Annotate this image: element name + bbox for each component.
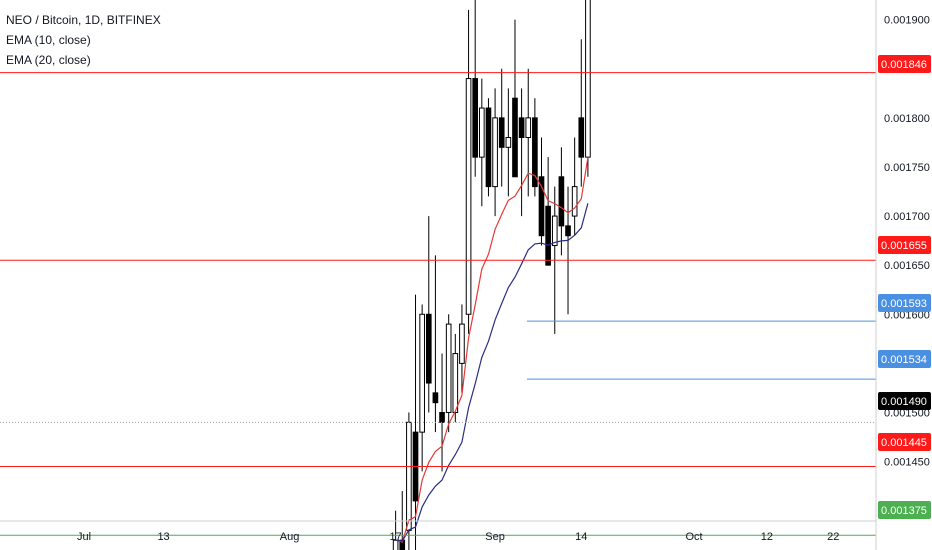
time-tick-0: Jul <box>77 531 91 543</box>
time-tick-8: 22 <box>827 531 839 543</box>
time-tick-1: 13 <box>157 531 169 543</box>
price-tick-2: 0.001500 <box>884 408 930 420</box>
candle-body <box>492 117 498 188</box>
last-price-label-bg <box>878 392 931 410</box>
support-1-label: 0.001593 <box>881 298 927 310</box>
time-tick-5: 14 <box>575 531 587 543</box>
candle-body <box>551 215 558 247</box>
price-tick-4: 0.001600 <box>884 309 930 321</box>
time-tick-labels: Jul 13 Aug 17 Sep 14 Oct 12 22 <box>77 531 839 543</box>
ema-lines <box>395 157 589 543</box>
horizontal-levels <box>0 72 876 536</box>
candle-body <box>452 353 459 414</box>
candle-body <box>419 313 425 433</box>
candle-body <box>585 0 591 158</box>
candle-body <box>439 412 445 423</box>
support-1-label-bg <box>878 294 931 312</box>
price-tick-1: 0.001450 <box>884 457 930 469</box>
time-tick-3: 17 <box>390 531 402 543</box>
candle-body <box>505 137 512 148</box>
price-axis[interactable] <box>875 0 932 550</box>
candle-body <box>459 323 465 364</box>
price-tick-7: 0.001750 <box>884 162 930 174</box>
candle-body <box>518 117 525 138</box>
candle-body <box>532 117 538 188</box>
level-bottom-label: 0.001375 <box>881 505 927 517</box>
ema-10-line <box>395 157 589 543</box>
support-2-label: 0.001534 <box>881 354 927 366</box>
level-low-label-bg <box>878 433 931 451</box>
level-bottom-label-bg <box>878 501 931 519</box>
candle-body <box>578 117 585 158</box>
resistance-1-label: 0.001846 <box>881 59 927 71</box>
resistance-1-label-bg <box>878 55 931 73</box>
candle-body <box>425 313 432 384</box>
resistance-2-label: 0.001655 <box>881 240 927 252</box>
candle-body <box>498 117 505 148</box>
price-tick-6: 0.001700 <box>884 211 930 223</box>
time-tick-7: 12 <box>761 531 773 543</box>
price-tick-5: 0.001650 <box>884 260 930 272</box>
candle-body <box>545 205 551 266</box>
candles <box>392 0 591 550</box>
chart-legend: NEO / Bitcoin, 1D, BITFINEX EMA (10, clo… <box>6 10 161 70</box>
price-tick-10: 0.001900 <box>884 15 930 27</box>
level-low-label: 0.001445 <box>881 437 927 449</box>
time-tick-6: Oct <box>685 531 702 543</box>
candle-body <box>571 186 578 217</box>
indicator-ema-10[interactable]: EMA (10, close) <box>6 33 91 47</box>
candle-body <box>485 107 492 188</box>
ema-20-line <box>395 203 589 542</box>
candle-body <box>479 107 485 158</box>
symbol-title[interactable]: NEO / Bitcoin, 1D, BITFINEX <box>6 13 161 27</box>
candle-body <box>465 78 472 315</box>
time-tick-4: Sep <box>485 531 505 543</box>
support-2-label-bg <box>878 350 931 368</box>
resistance-2-label-bg <box>878 236 931 254</box>
candle-body <box>538 176 545 237</box>
price-level-labels: 0.001846 0.001655 0.001593 0.001534 0.00… <box>878 55 931 519</box>
candle-body <box>512 97 518 178</box>
price-tick-8: 0.001800 <box>884 113 930 125</box>
candle-body <box>565 225 571 237</box>
candle-body <box>406 421 412 531</box>
time-tick-2: Aug <box>280 531 300 543</box>
candle-body <box>472 78 479 158</box>
candle-body <box>432 392 439 404</box>
candle-body <box>558 176 565 227</box>
indicator-ema-20[interactable]: EMA (20, close) <box>6 53 91 67</box>
candle-body <box>445 323 452 414</box>
last-price-label: 0.001490 <box>881 396 927 408</box>
candle-body <box>525 117 532 138</box>
